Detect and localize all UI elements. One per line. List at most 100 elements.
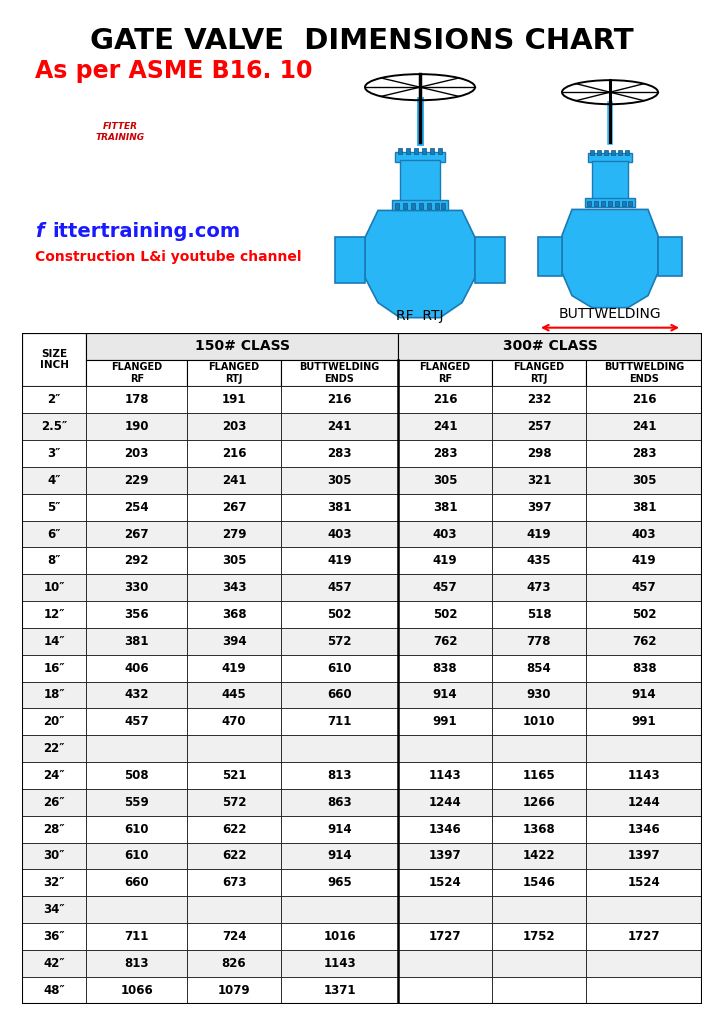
FancyBboxPatch shape (398, 548, 492, 574)
Text: 1079: 1079 (218, 984, 251, 996)
Text: 216: 216 (632, 393, 657, 407)
FancyBboxPatch shape (398, 440, 492, 467)
Text: RF  RTJ: RF RTJ (396, 308, 444, 323)
Text: FITTER
TRAINING: FITTER TRAINING (96, 122, 145, 141)
Text: 419: 419 (526, 527, 551, 541)
Text: 470: 470 (222, 716, 246, 728)
FancyBboxPatch shape (187, 414, 281, 440)
Text: 457: 457 (632, 582, 657, 594)
Polygon shape (365, 211, 475, 317)
FancyBboxPatch shape (586, 923, 702, 950)
FancyBboxPatch shape (281, 628, 398, 654)
Text: FLANGED
RF: FLANGED RF (111, 362, 162, 384)
FancyBboxPatch shape (86, 896, 187, 923)
Text: BUTTWELDING
ENDS: BUTTWELDING ENDS (604, 362, 684, 384)
FancyBboxPatch shape (281, 843, 398, 869)
FancyBboxPatch shape (586, 735, 702, 762)
Text: 12″: 12″ (43, 608, 64, 621)
Text: 419: 419 (632, 554, 657, 567)
Text: 191: 191 (222, 393, 246, 407)
FancyBboxPatch shape (22, 628, 86, 654)
Text: 8″: 8″ (47, 554, 61, 567)
FancyBboxPatch shape (586, 788, 702, 816)
FancyBboxPatch shape (281, 950, 398, 977)
Text: 762: 762 (632, 635, 657, 648)
Text: 292: 292 (125, 554, 149, 567)
FancyBboxPatch shape (86, 359, 187, 386)
Text: 518: 518 (526, 608, 551, 621)
FancyBboxPatch shape (398, 601, 492, 628)
FancyBboxPatch shape (22, 574, 86, 601)
Text: 1143: 1143 (628, 769, 660, 782)
Text: 1371: 1371 (324, 984, 355, 996)
FancyBboxPatch shape (86, 601, 187, 628)
FancyBboxPatch shape (492, 386, 586, 414)
Text: 178: 178 (125, 393, 149, 407)
FancyBboxPatch shape (335, 238, 365, 283)
FancyBboxPatch shape (590, 151, 594, 156)
Text: 622: 622 (222, 850, 246, 862)
FancyBboxPatch shape (398, 628, 492, 654)
FancyBboxPatch shape (414, 148, 418, 155)
Text: 502: 502 (327, 608, 352, 621)
Text: 16″: 16″ (43, 662, 65, 675)
Text: As per ASME B16. 10: As per ASME B16. 10 (35, 59, 313, 83)
FancyBboxPatch shape (22, 333, 86, 386)
FancyBboxPatch shape (281, 762, 398, 788)
Text: 724: 724 (222, 930, 246, 943)
FancyBboxPatch shape (86, 977, 187, 1004)
FancyBboxPatch shape (187, 654, 281, 682)
Text: 502: 502 (632, 608, 657, 621)
FancyBboxPatch shape (86, 950, 187, 977)
Text: 1010: 1010 (523, 716, 555, 728)
Text: 711: 711 (125, 930, 149, 943)
FancyBboxPatch shape (22, 654, 86, 682)
FancyBboxPatch shape (187, 923, 281, 950)
FancyBboxPatch shape (588, 154, 632, 163)
Text: 457: 457 (433, 582, 458, 594)
Text: 673: 673 (222, 877, 246, 889)
Text: FLANGED
RTJ: FLANGED RTJ (513, 362, 565, 384)
FancyBboxPatch shape (492, 628, 586, 654)
Text: 572: 572 (222, 796, 246, 809)
Text: 502: 502 (433, 608, 458, 621)
FancyBboxPatch shape (586, 762, 702, 788)
Text: 279: 279 (222, 527, 246, 541)
Text: 42″: 42″ (43, 956, 65, 970)
FancyBboxPatch shape (586, 816, 702, 843)
FancyBboxPatch shape (601, 202, 605, 207)
Text: 1727: 1727 (628, 930, 660, 943)
FancyBboxPatch shape (586, 843, 702, 869)
Text: 991: 991 (632, 716, 657, 728)
Text: 283: 283 (632, 447, 657, 460)
FancyBboxPatch shape (403, 204, 407, 210)
Text: BUTTWELDING
ENDS: BUTTWELDING ENDS (300, 362, 379, 384)
Text: 203: 203 (125, 447, 149, 460)
Text: 4″: 4″ (47, 474, 61, 486)
FancyBboxPatch shape (586, 440, 702, 467)
FancyBboxPatch shape (22, 950, 86, 977)
FancyBboxPatch shape (398, 386, 492, 414)
Text: 1165: 1165 (523, 769, 555, 782)
FancyBboxPatch shape (86, 548, 187, 574)
Text: 610: 610 (125, 822, 149, 836)
FancyBboxPatch shape (492, 601, 586, 628)
FancyBboxPatch shape (86, 869, 187, 896)
FancyBboxPatch shape (658, 238, 682, 275)
FancyBboxPatch shape (187, 788, 281, 816)
FancyBboxPatch shape (22, 843, 86, 869)
FancyBboxPatch shape (492, 735, 586, 762)
FancyBboxPatch shape (86, 386, 187, 414)
FancyBboxPatch shape (398, 148, 402, 155)
FancyBboxPatch shape (86, 520, 187, 548)
FancyBboxPatch shape (86, 654, 187, 682)
Text: 305: 305 (433, 474, 458, 486)
FancyBboxPatch shape (492, 923, 586, 950)
Text: 36″: 36″ (43, 930, 65, 943)
Text: 508: 508 (125, 769, 149, 782)
FancyBboxPatch shape (492, 788, 586, 816)
FancyBboxPatch shape (187, 816, 281, 843)
FancyBboxPatch shape (187, 843, 281, 869)
Text: 1546: 1546 (523, 877, 555, 889)
FancyBboxPatch shape (586, 682, 702, 709)
